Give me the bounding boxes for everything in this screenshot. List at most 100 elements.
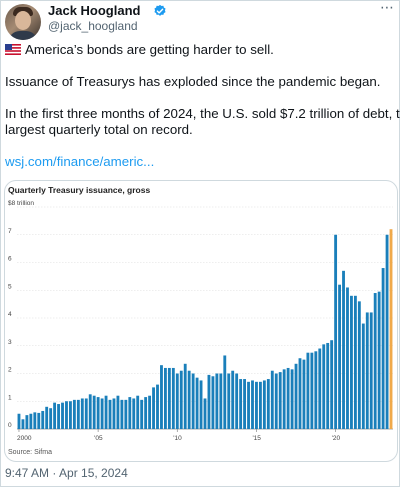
bar-20 [96,397,100,429]
bar-92 [381,268,385,429]
y-tick-label-6: 6 [8,256,12,263]
author-handle[interactable]: @jack_hoogland [48,19,138,33]
article-link[interactable]: wsj.com/finance/americ... [5,154,155,169]
bar-48 [207,374,211,429]
tweet-text-line-2: Issuance of Treasurys has exploded since… [5,74,381,89]
bar-43 [187,370,191,429]
bar-44 [191,373,195,429]
bar-59 [251,380,254,429]
chart-card[interactable]: Quarterly Treasury issuance, gross 0 1 2 3 4… [4,180,398,462]
bar-37 [164,367,167,429]
bar-70 [294,363,298,429]
bar-28 [128,397,132,429]
bar-87 [361,323,365,429]
bar-10 [57,404,60,429]
bar-71 [298,358,302,429]
bar-21 [100,398,104,429]
bar-84 [350,295,353,429]
bar-73 [306,352,310,429]
bar-94 [389,229,393,429]
bar-0 [17,413,21,429]
y-tick-label-4: 4 [8,311,12,318]
y-tick-label-3: 3 [8,339,12,346]
bar-83 [346,287,349,429]
avatar[interactable] [5,4,41,40]
y-tick-label-7: 7 [8,228,12,235]
x-tick-label-3: '15 [252,435,261,442]
bar-19 [92,395,96,429]
y-tick-label-1: 1 [8,394,12,401]
bar-55 [235,373,239,429]
more-options-icon[interactable]: ⋯ [380,0,394,15]
bar-42 [183,363,187,429]
bar-86 [357,301,361,429]
bar-23 [108,399,112,429]
bar-13 [69,401,72,429]
y-tick-label-5: 5 [8,283,12,290]
bar-18 [88,394,92,429]
bar-31 [140,399,144,429]
bar-50 [215,373,219,429]
bar-41 [179,370,183,429]
bar-65 [274,373,278,429]
bar-39 [171,367,175,429]
bar-89 [369,312,373,429]
bar-75 [314,351,318,429]
bar-64 [270,370,274,429]
bar-52 [223,355,227,429]
tweet-timestamp[interactable]: 9:47 AM · Apr 15, 2024 [5,466,128,480]
bar-34 [152,387,155,430]
bar-49 [211,376,215,429]
bar-68 [286,367,290,429]
bar-35 [156,384,159,429]
bar-17 [84,398,88,429]
x-tick-label-2: '10 [173,435,182,442]
bar-63 [266,379,270,429]
bar-29 [132,398,136,429]
bar-90 [373,293,377,429]
bar-57 [243,379,246,429]
bar-46 [199,380,203,429]
bar-78 [326,342,330,429]
bar-40 [175,373,179,429]
y-tick-label-0: 0 [8,422,12,429]
bar-72 [302,359,306,430]
bar-2 [25,415,29,430]
bar-38 [167,367,171,429]
bar-66 [278,372,282,429]
bar-85 [353,295,357,429]
bar-6 [41,410,45,429]
bar-8 [49,408,53,429]
chart-source: Source: Sifma [8,449,52,456]
tweet-text-line-1: America’s bonds are getting harder to se… [5,42,274,58]
bar-24 [112,398,116,429]
bar-53 [227,373,231,429]
author-name[interactable]: Jack Hoogland [48,3,141,18]
bar-56 [239,379,243,429]
bar-60 [255,381,258,429]
bar-58 [247,381,250,429]
y-tick-label-8: $8 trillion [8,200,34,207]
x-tick-label-4: '20 [332,435,341,442]
bar-7 [45,406,49,429]
bar-4 [33,412,37,429]
bar-82 [342,270,345,429]
bar-27 [124,399,128,429]
bar-93 [385,234,389,429]
bar-62 [262,380,266,429]
y-tick-label-2: 2 [8,367,12,374]
bar-54 [231,370,235,429]
tweet-text-line-3b: largest quarterly total on record. [5,122,193,137]
bar-11 [61,402,64,429]
tweet-line-1-text: America’s bonds are getting harder to se… [25,42,274,57]
bar-22 [104,395,108,429]
bar-3 [29,413,33,429]
bar-45 [195,377,199,429]
bar-30 [136,395,140,429]
bar-79 [330,340,334,429]
bar-16 [80,398,84,429]
bar-88 [365,312,369,429]
verified-badge-icon [154,4,166,16]
bar-47 [203,398,207,429]
x-tick-label-1: '05 [94,435,103,442]
